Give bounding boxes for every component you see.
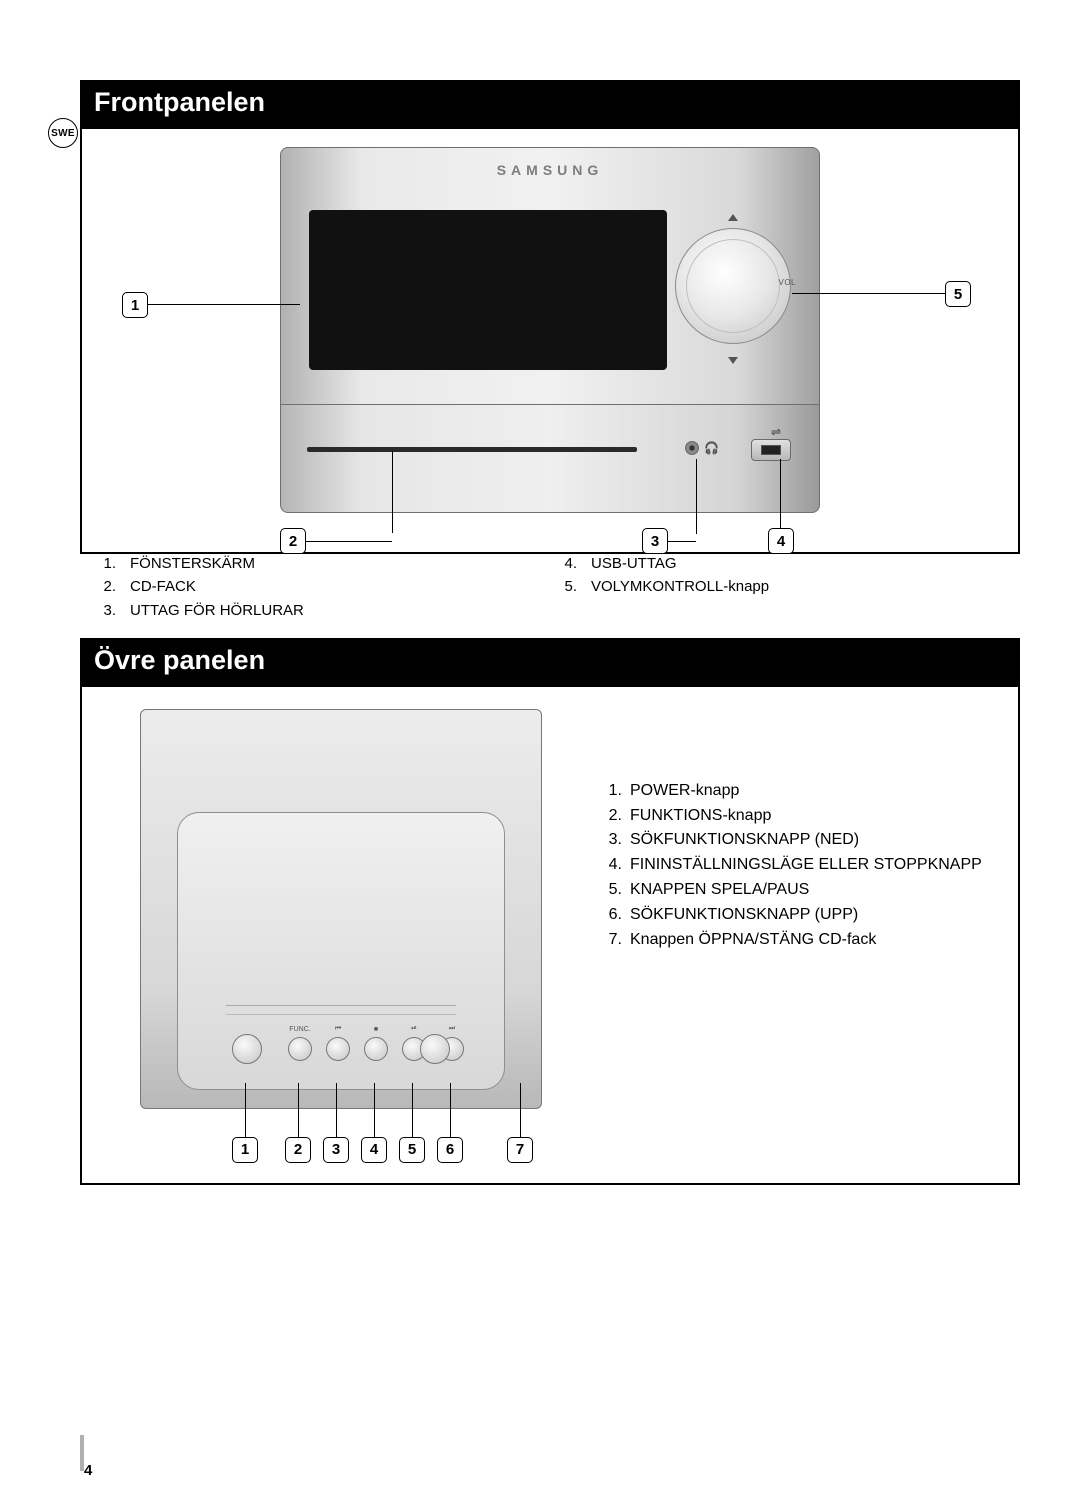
next-label: ⏭ [449,1025,455,1033]
legend-num: 5. [602,878,622,903]
top-panel-section: Övre panelen FUNC. ⏮ ■ ⏯ ⏭ [80,638,1020,1185]
callout-t4: 4 [361,1137,387,1163]
legend-text: FUNKTIONS-knapp [630,804,771,829]
leader-line [306,541,392,542]
leader-line [668,541,696,542]
leader-line [792,293,947,294]
legend-text: KNAPPEN SPELA/PAUS [630,878,809,903]
callout-1: 1 [122,292,148,318]
callout-t2: 2 [285,1137,311,1163]
front-upper-panel: SAMSUNG VOL [280,147,820,405]
callout-t5: 5 [399,1137,425,1163]
callout-t1: 1 [232,1137,258,1163]
leader-line [374,1083,375,1139]
legend-num: 1. [602,779,622,804]
play-label: ⏯ [411,1025,417,1033]
function-button-icon [288,1037,312,1061]
prev-label: ⏮ [335,1025,341,1033]
callout-2: 2 [280,528,306,554]
legend-text: CD-FACK [130,575,196,598]
usb-port [751,439,791,461]
leader-line [392,451,393,533]
legend-text: USB-UTTAG [591,552,677,575]
section-header-front: Frontpanelen [80,80,1020,127]
legend-text: SÖKFUNKTIONSKNAPP (NED) [630,828,859,853]
volume-dial-area: VOL [671,212,795,372]
device-top-illustration: FUNC. ⏮ ■ ⏯ ⏭ [140,709,542,1109]
legend-num: 7. [602,928,622,953]
leader-line [245,1083,246,1139]
legend-text: POWER-knapp [630,779,739,804]
legend-num: 1. [98,552,116,575]
legend-text: SÖKFUNKTIONSKNAPP (UPP) [630,903,858,928]
volume-label: VOL [778,278,796,287]
section-header-top: Övre panelen [80,638,1020,685]
language-badge: SWE [48,118,78,148]
usb-icon: ⇌ [771,425,781,439]
legend-num: 2. [98,575,116,598]
volume-down-icon [728,357,738,364]
top-panel-figure: FUNC. ⏮ ■ ⏯ ⏭ [80,685,1020,1185]
legend-num: 2. [602,804,622,829]
front-panel-figure: SAMSUNG VOL 🎧 ⇌ 1 5 [80,127,1020,554]
leader-line [412,1083,413,1139]
headphone-icon: 🎧 [704,441,719,455]
legend-num: 5. [559,575,577,598]
page-number: 4 [84,1462,92,1479]
volume-up-icon [728,214,738,221]
cd-slot [307,447,637,452]
legend-num: 6. [602,903,622,928]
front-legend-right: 4. USB-UTTAG 5. VOLYMKONTROLL-knapp [559,552,1020,622]
legend-text: VOLYMKONTROLL-knapp [591,575,769,598]
cd-lid: FUNC. ⏮ ■ ⏯ ⏭ [177,812,505,1090]
leader-line [298,1083,299,1139]
front-legend: 1. FÖNSTERSKÄRM 2. CD-FACK 3. UTTAG FÖR HÖR… [80,552,1020,622]
callout-t3: 3 [323,1137,349,1163]
legend-num: 4. [602,853,622,878]
brand-logo: SAMSUNG [497,162,604,178]
legend-text: UTTAG FÖR HÖRLURAR [130,599,304,622]
display-window [309,210,667,370]
callout-5: 5 [945,281,971,307]
leader-line [145,304,300,305]
search-down-button-icon [326,1037,350,1061]
callout-4: 4 [768,528,794,554]
leader-line [520,1083,521,1139]
volume-dial [675,228,791,344]
legend-num: 3. [602,828,622,853]
headphone-jack [685,441,699,455]
front-legend-left: 1. FÖNSTERSKÄRM 2. CD-FACK 3. UTTAG FÖR HÖR… [80,552,559,622]
eject-button-icon [420,1034,450,1064]
divider-line [226,1014,456,1015]
stop-label: ■ [374,1026,378,1033]
device-front-illustration: SAMSUNG VOL 🎧 ⇌ [280,147,820,513]
legend-text: Knappen ÖPPNA/STÄNG CD-fack [630,928,876,953]
func-label: FUNC. [289,1026,310,1033]
legend-num: 3. [98,599,116,622]
manual-page: SWE Frontpanelen SAMSUNG VOL 🎧 ⇌ [80,80,1020,1425]
button-row: FUNC. ⏮ ■ ⏯ ⏭ [226,1005,456,1071]
stop-button-icon [364,1037,388,1061]
leader-line [336,1083,337,1139]
legend-text: FININSTÄLLNINGSLÄGE ELLER STOPPKNAPP [630,853,982,878]
legend-text: FÖNSTERSKÄRM [130,552,255,575]
top-legend: 1. POWER-knapp 2. FUNKTIONS-knapp 3. SÖKFUN… [602,779,998,953]
front-lower-panel: 🎧 ⇌ [280,405,820,513]
callout-3: 3 [642,528,668,554]
leader-line [450,1083,451,1139]
callout-t6: 6 [437,1137,463,1163]
power-button-icon [232,1034,262,1064]
leader-line [780,459,781,534]
callout-t7: 7 [507,1137,533,1163]
legend-num: 4. [559,552,577,575]
leader-line [696,459,697,534]
